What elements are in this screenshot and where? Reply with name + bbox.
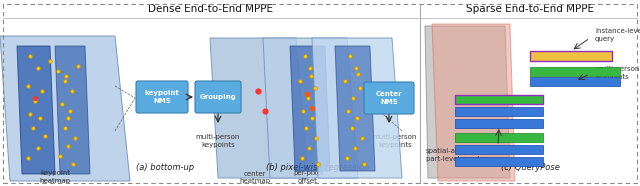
Point	[30, 97, 40, 100]
Point	[35, 116, 45, 119]
Point	[70, 137, 80, 140]
Point	[355, 86, 365, 89]
Point	[37, 89, 47, 92]
Bar	[530, 67, 620, 76]
Point	[295, 79, 305, 82]
Point	[60, 126, 70, 129]
Point	[307, 116, 317, 119]
FancyBboxPatch shape	[195, 81, 241, 113]
Text: Grouping: Grouping	[200, 94, 236, 100]
Text: keypoint
heatmap: keypoint heatmap	[40, 171, 70, 184]
Text: Sparse End-to-End MPPE: Sparse End-to-End MPPE	[466, 4, 594, 14]
Point	[305, 67, 315, 70]
Polygon shape	[335, 46, 375, 171]
Point	[353, 73, 363, 76]
Bar	[455, 133, 543, 142]
Point	[357, 137, 367, 140]
Point	[25, 54, 35, 57]
Point	[33, 147, 43, 150]
Bar	[455, 95, 543, 104]
Text: center
heatmap: center heatmap	[239, 171, 271, 184]
Point	[63, 145, 73, 147]
Bar	[530, 51, 612, 61]
Bar	[530, 77, 620, 86]
Bar	[455, 95, 543, 104]
Point	[301, 126, 311, 129]
Polygon shape	[432, 24, 515, 181]
Text: keypoint
NMS: keypoint NMS	[145, 90, 179, 104]
Text: spatial-aware
part-level queries: spatial-aware part-level queries	[426, 148, 488, 161]
Polygon shape	[210, 38, 308, 178]
Text: Center
NMS: Center NMS	[376, 91, 403, 105]
Bar	[530, 51, 612, 61]
Text: (b) pixel-wise regression: (b) pixel-wise regression	[266, 163, 370, 172]
Text: (c) QueryPose: (c) QueryPose	[500, 163, 559, 172]
Point	[306, 75, 316, 78]
Bar	[455, 119, 543, 128]
Point	[60, 79, 70, 82]
Point	[53, 70, 63, 73]
Text: per-pixel
offset: per-pixel offset	[293, 171, 323, 184]
Point	[300, 54, 310, 57]
Point	[253, 89, 263, 92]
Point	[345, 54, 355, 57]
Polygon shape	[17, 46, 55, 174]
Text: Dense End-to-End MPPE: Dense End-to-End MPPE	[147, 4, 273, 14]
Point	[23, 84, 33, 87]
Polygon shape	[0, 36, 130, 181]
Point	[30, 100, 40, 102]
Point	[55, 155, 65, 158]
Polygon shape	[290, 46, 330, 171]
Point	[350, 147, 360, 150]
Point	[359, 163, 369, 166]
Point	[23, 156, 33, 159]
Point	[61, 75, 71, 78]
Polygon shape	[263, 38, 358, 178]
Point	[65, 110, 75, 113]
Text: multi-person
keypoints: multi-person keypoints	[196, 134, 240, 147]
Text: (a) bottom-up: (a) bottom-up	[136, 163, 194, 172]
Point	[25, 113, 35, 116]
Point	[73, 65, 83, 68]
Point	[260, 110, 270, 113]
Point	[311, 137, 321, 140]
Point	[307, 107, 317, 110]
Point	[303, 97, 313, 100]
Text: multi-person
keypoints: multi-person keypoints	[595, 66, 639, 79]
Text: multi-person
keypoints: multi-person keypoints	[373, 134, 417, 147]
Point	[298, 110, 308, 113]
Point	[28, 126, 38, 129]
Point	[302, 92, 312, 95]
FancyBboxPatch shape	[136, 81, 188, 113]
Polygon shape	[425, 26, 510, 178]
FancyBboxPatch shape	[364, 82, 414, 114]
Point	[348, 97, 358, 100]
Bar	[455, 145, 543, 154]
Point	[351, 67, 361, 70]
Point	[297, 156, 307, 159]
Bar	[455, 157, 543, 166]
Point	[33, 67, 43, 70]
Text: instance-level
query: instance-level query	[595, 28, 640, 41]
Polygon shape	[312, 38, 402, 178]
Point	[45, 60, 55, 62]
Point	[342, 156, 352, 159]
Point	[310, 86, 320, 89]
Point	[63, 116, 73, 119]
Point	[343, 110, 353, 113]
Point	[67, 89, 77, 92]
Point	[340, 79, 350, 82]
Point	[57, 102, 67, 105]
Polygon shape	[55, 46, 90, 174]
Point	[347, 126, 357, 129]
Point	[68, 163, 78, 166]
Point	[352, 116, 362, 119]
Point	[40, 134, 50, 137]
Point	[304, 147, 314, 150]
Bar	[455, 107, 543, 116]
Point	[313, 163, 323, 166]
